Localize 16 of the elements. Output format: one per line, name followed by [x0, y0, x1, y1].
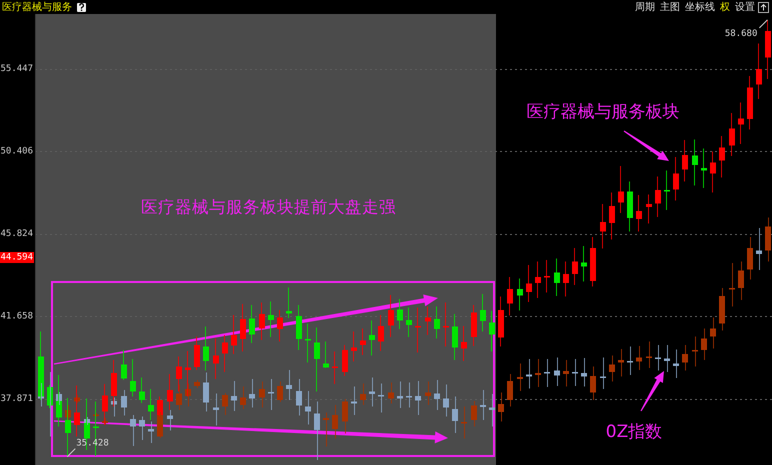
toolbar-item: 坐标线 [685, 2, 715, 13]
title: 医疗器械与服务 [2, 2, 72, 13]
annotation: 医疗器械与服务板块提前大盘走强 [141, 198, 396, 216]
series-label: 0Z指数 [606, 422, 662, 442]
toolbar-item: 周期 [635, 2, 655, 13]
y-tick-label: 44.594 [0, 252, 33, 262]
y-tick-label: 55.447 [0, 64, 33, 74]
series-label: 医疗器械与服务板块 [526, 102, 680, 122]
toolbar-item: 主图 [660, 2, 680, 13]
toolbar-item: 设置 [735, 2, 755, 13]
y-tick-label: 50.406 [0, 146, 33, 156]
value-label: 58.680 [724, 28, 758, 39]
toolbar-item: 权 [720, 2, 730, 13]
y-tick-label: 37.871 [0, 394, 33, 404]
y-tick-label: 41.658 [0, 311, 33, 322]
y-tick-label: 45.824 [0, 228, 33, 239]
